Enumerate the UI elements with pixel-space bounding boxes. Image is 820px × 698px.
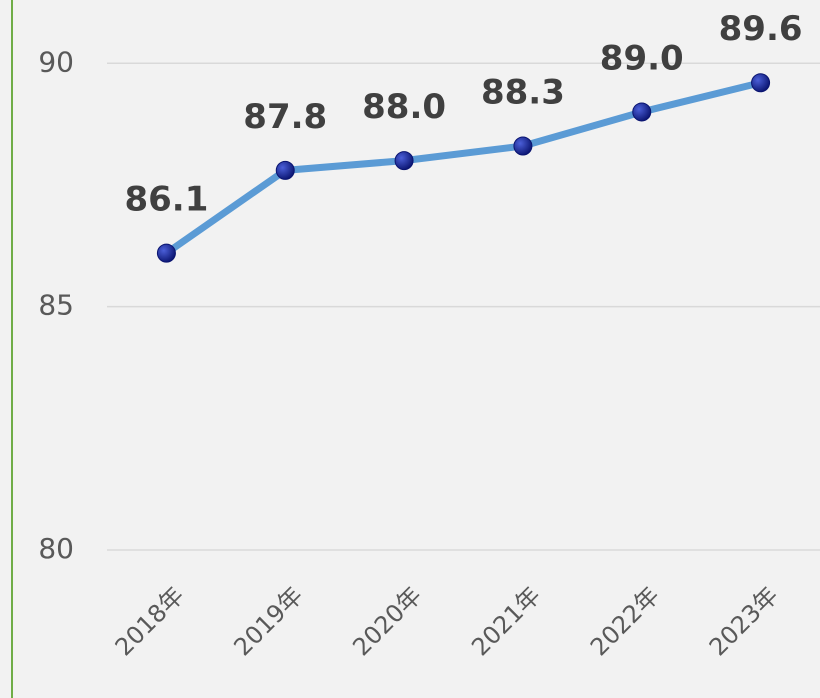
y-tick-label: 85 <box>38 289 74 322</box>
data-label: 88.0 <box>362 87 446 127</box>
y-tick-label: 80 <box>38 532 74 565</box>
marker <box>156 243 176 263</box>
data-label: 86.1 <box>124 180 208 220</box>
marker <box>751 73 771 93</box>
marker <box>275 160 295 180</box>
data-label: 88.3 <box>481 73 565 113</box>
data-label: 87.8 <box>243 97 327 137</box>
data-label: 89.6 <box>719 9 803 49</box>
marker <box>513 136 533 156</box>
data-label: 89.0 <box>600 38 684 78</box>
marker <box>394 151 414 171</box>
y-tick-label: 90 <box>38 45 74 78</box>
marker <box>632 102 652 122</box>
line <box>164 79 762 256</box>
